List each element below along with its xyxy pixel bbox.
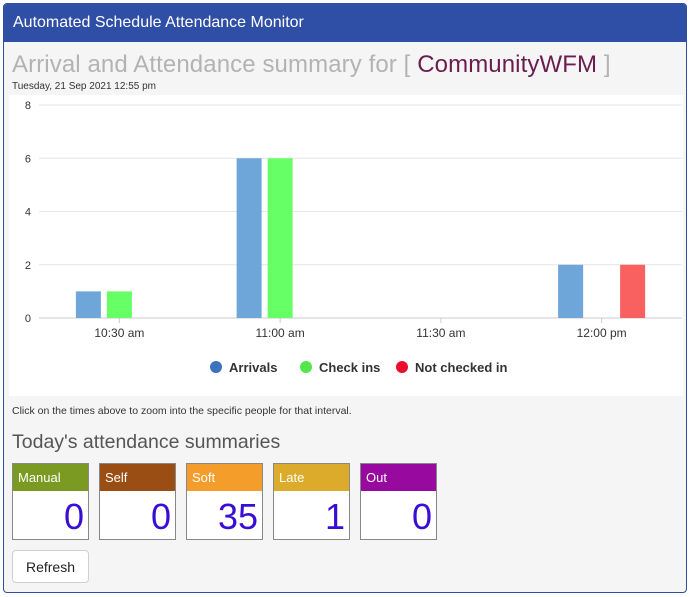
legend-marker[interactable] (396, 361, 408, 373)
y-tick-label: 2 (25, 260, 31, 272)
summary-tile-out[interactable]: Out 0 (360, 463, 437, 540)
y-tick-label: 4 (25, 207, 31, 219)
summary-tile-self[interactable]: Self 0 (99, 463, 176, 540)
summary-tile-manual[interactable]: Manual 0 (12, 463, 89, 540)
summary-tile-value: 1 (324, 496, 345, 537)
summary-tile-label: Soft (187, 464, 262, 491)
x-tick-label[interactable]: 11:00 am (256, 326, 305, 340)
legend-marker[interactable] (300, 361, 312, 373)
summary-title-suffix: ] (597, 51, 611, 78)
zoom-hint-text: Click on the times above to zoom into th… (12, 405, 352, 417)
summary-title: Arrival and Attendance summary for [ Com… (12, 51, 611, 79)
panel-header: Automated Schedule Attendance Monitor (4, 4, 686, 42)
legend-label[interactable]: Arrivals (229, 360, 277, 375)
panel-title: Automated Schedule Attendance Monitor (13, 14, 304, 31)
summary-tile-label: Self (100, 464, 175, 491)
legend-marker[interactable] (210, 361, 222, 373)
company-name: CommunityWFM (417, 51, 598, 78)
summary-tile-value: 35 (217, 496, 258, 537)
x-tick-label[interactable]: 12:00 pm (577, 326, 627, 340)
arrival-chart[interactable]: 0 2 4 6 8 10:30 am 11:00 am 11:30 am 12:00 pm Arr… (9, 95, 683, 396)
summary-tile-label: Out (361, 464, 436, 491)
y-tick-label: 0 (25, 313, 31, 325)
today-summaries-title: Today's attendance summaries (12, 431, 281, 453)
legend-label[interactable]: Check ins (319, 360, 380, 375)
summary-tile-value: 0 (63, 496, 84, 537)
summary-timestamp: Tuesday, 21 Sep 2021 12:55 pm (12, 81, 156, 92)
arrival-chart-svg[interactable]: 0 2 4 6 8 10:30 am 11:00 am 11:30 am 12:00 pm Arr… (9, 95, 683, 396)
bar[interactable] (267, 158, 293, 318)
summary-tile-label: Late (274, 464, 349, 491)
summary-tile-value: 0 (150, 496, 171, 537)
bar[interactable] (106, 291, 132, 318)
x-tick-label[interactable]: 11:30 am (416, 326, 465, 340)
summary-tile-soft[interactable]: Soft 35 (186, 463, 263, 540)
refresh-button[interactable]: Refresh (12, 550, 89, 583)
summary-tile-late[interactable]: Late 1 (273, 463, 350, 540)
summary-tile-label: Manual (13, 464, 88, 491)
bar[interactable] (558, 264, 584, 318)
attendance-monitor-panel: Automated Schedule Attendance Monitor Ar… (3, 3, 687, 593)
y-tick-label: 6 (25, 153, 31, 165)
summary-tile-value: 0 (411, 496, 432, 537)
bar[interactable] (620, 264, 646, 318)
summary-title-prefix: Arrival and Attendance summary for [ (12, 51, 418, 78)
x-tick-label[interactable]: 10:30 am (94, 326, 144, 340)
y-tick-label: 8 (25, 100, 31, 112)
bar[interactable] (236, 158, 262, 318)
legend-label[interactable]: Not checked in (415, 360, 508, 375)
bar[interactable] (75, 291, 101, 318)
